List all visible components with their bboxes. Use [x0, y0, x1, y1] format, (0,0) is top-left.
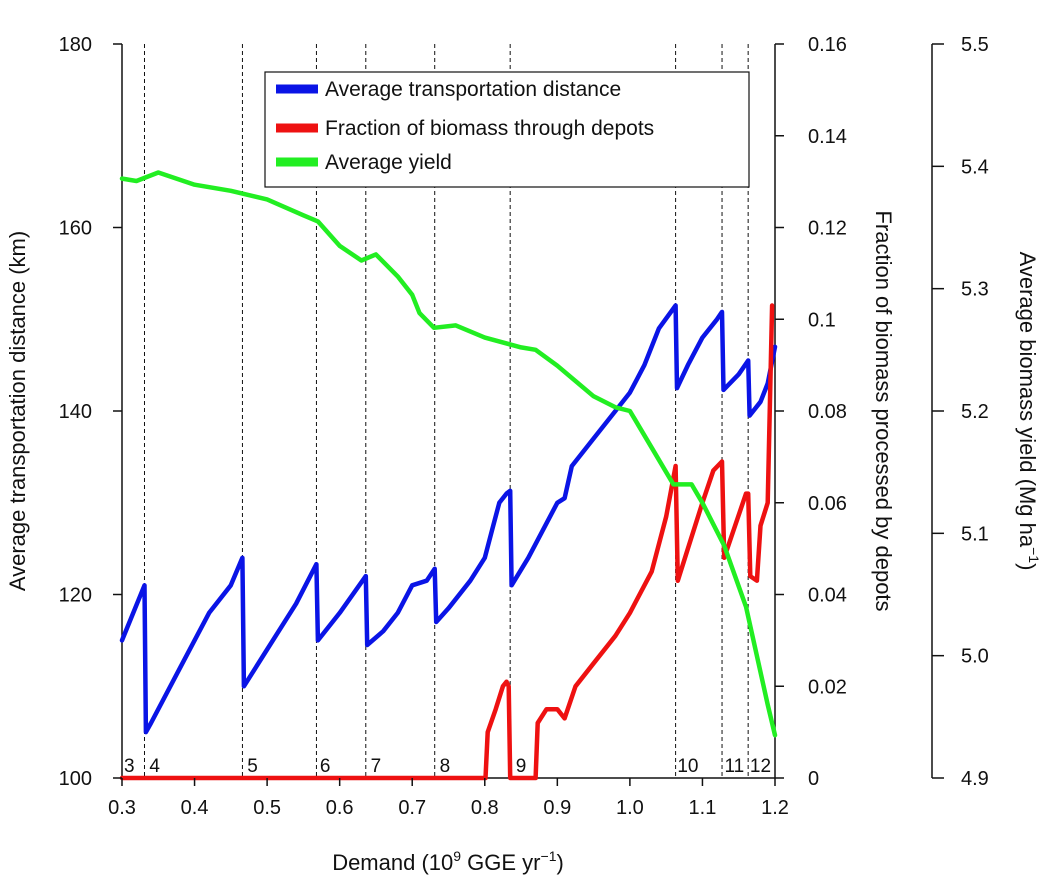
x-tick-label: 1.0	[616, 797, 644, 819]
y-left-axis-ticks: 100 120 140 160 180	[59, 34, 122, 790]
y-far-right-tick-label: 5.0	[961, 646, 989, 668]
y-right-tick-label: 0.14	[808, 126, 847, 148]
series-line-average-yield	[119, 170, 778, 738]
y-right-tick-label: 0	[808, 768, 819, 790]
segment-label-12: 12	[750, 756, 771, 777]
y-left-axis-title: Average transportation distance (km)	[5, 231, 30, 591]
segment-label-8: 8	[440, 756, 451, 777]
y-far-right-tick-label: 4.9	[961, 768, 989, 790]
y-far-right-axis-title: Average biomass yield (Mg ha−1)	[1015, 252, 1042, 571]
y-right-axis-title: Fraction of biomass processed by depots	[871, 210, 896, 611]
y-left-tick-label: 120	[59, 585, 92, 607]
segment-label-11: 11	[725, 756, 745, 777]
x-tick-label: 0.3	[108, 797, 136, 819]
y-left-tick-label: 140	[59, 401, 92, 423]
segment-label-4: 4	[149, 756, 160, 777]
legend-label-distance: Average transportation distance	[325, 78, 621, 101]
y-right-tick-label: 0.12	[808, 218, 847, 240]
segment-label-10: 10	[677, 756, 698, 777]
x-tick-label: 0.6	[326, 797, 354, 819]
x-tick-label: 0.7	[398, 797, 426, 819]
x-tick-label: 0.5	[253, 797, 281, 819]
legend-box	[264, 71, 750, 188]
series-lines	[119, 170, 778, 781]
segment-label-6: 6	[320, 756, 331, 777]
y-right-tick-label: 0.08	[808, 401, 847, 423]
y-far-right-axis-ticks: 4.9 5.0 5.1 5.2 5.3 5.4 5.5	[932, 34, 989, 790]
y-far-right-tick-label: 5.5	[961, 34, 989, 56]
y-far-right-tick-label: 5.4	[961, 156, 989, 178]
series-line-average-transportation-distance	[119, 303, 778, 735]
series-line-fraction-of-biomass-through-depots	[119, 303, 775, 781]
legend: Average transportation distance Fraction…	[264, 71, 750, 188]
y-right-tick-label: 0.1	[808, 309, 836, 331]
y-right-tick-label: 0.16	[808, 34, 847, 56]
x-tick-label: 1.2	[761, 797, 789, 819]
y-far-right-tick-label: 5.1	[961, 523, 989, 545]
x-tick-label: 0.4	[181, 797, 209, 819]
y-right-tick-label: 0.04	[808, 585, 847, 607]
segment-label-3: 3	[124, 756, 135, 777]
segment-label-9: 9	[516, 756, 527, 777]
y-left-tick-label: 180	[59, 34, 92, 56]
y-far-right-tick-label: 5.2	[961, 401, 989, 423]
y-left-tick-label: 160	[59, 218, 92, 240]
y-far-right-tick-label: 5.3	[961, 279, 989, 301]
segment-label-5: 5	[247, 756, 258, 777]
x-tick-label: 0.8	[471, 797, 499, 819]
x-tick-label: 0.9	[543, 797, 571, 819]
legend-label-fraction: Fraction of biomass through depots	[325, 117, 654, 140]
y-right-axis-ticks: 0 0.02 0.04 0.06 0.08 0.1 0.12 0.14 0.16	[775, 34, 847, 790]
x-axis-ticks: 0.3 0.4 0.5 0.6 0.7 0.8 0.9 1.0 1.1 1.2	[108, 778, 789, 819]
x-axis-title: Demand (109 GGE yr−1)	[332, 848, 564, 875]
segment-labels: 3 4 5 6 7 8 9 10 11 12	[124, 756, 771, 777]
x-tick-label: 1.1	[689, 797, 717, 819]
legend-label-yield: Average yield	[325, 151, 452, 174]
y-right-tick-label: 0.06	[808, 493, 847, 515]
y-right-tick-label: 0.02	[808, 676, 847, 698]
y-left-tick-label: 100	[59, 768, 92, 790]
segment-label-7: 7	[371, 756, 382, 777]
